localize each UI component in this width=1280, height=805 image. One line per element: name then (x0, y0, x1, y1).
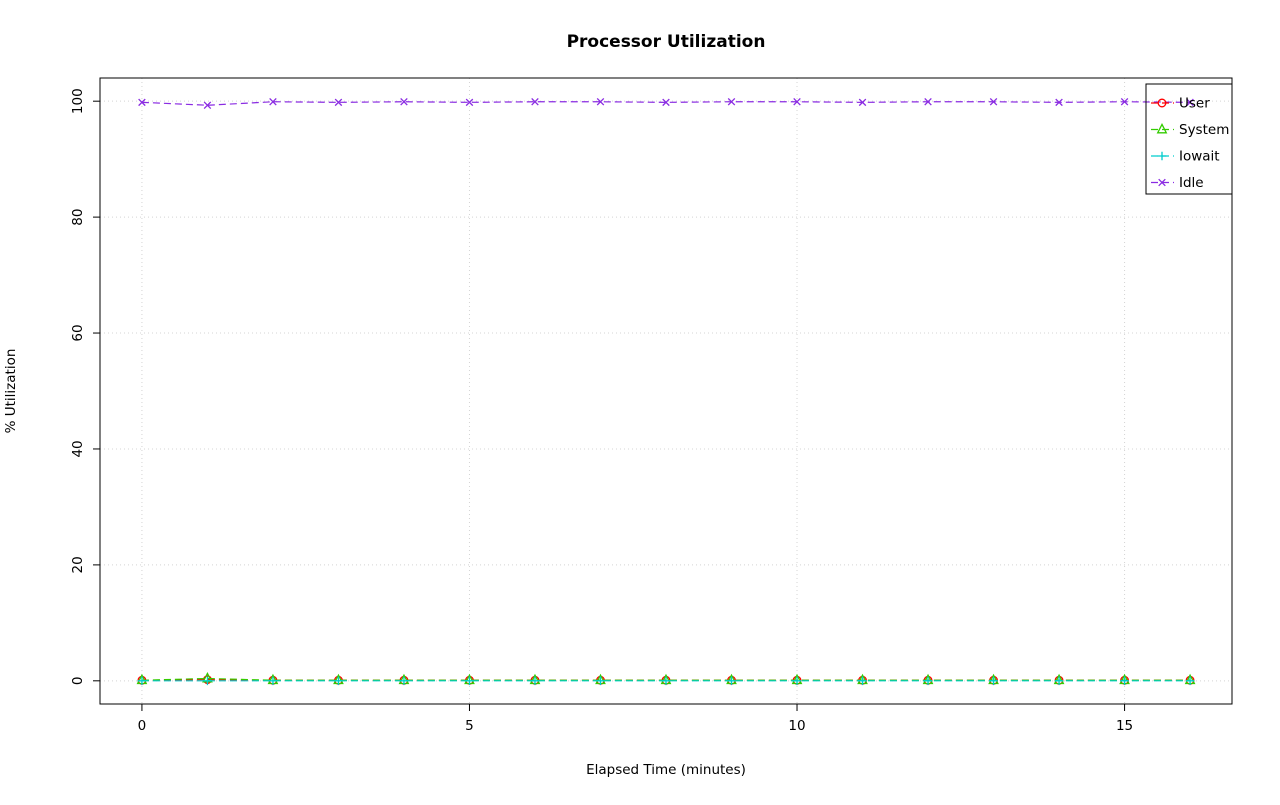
data-point-x (138, 98, 146, 107)
data-point-plus (1054, 676, 1064, 686)
data-point-plus (1120, 676, 1129, 686)
data-point-x (793, 98, 801, 106)
data-point-x (858, 98, 867, 107)
x-tick-label: 5 (465, 718, 474, 734)
y-tick-label: 40 (70, 440, 86, 457)
data-point-x (334, 98, 343, 107)
legend-label: System (1179, 122, 1229, 138)
data-point-triangle (1156, 122, 1168, 134)
y-tick-label: 0 (70, 677, 86, 686)
x-axis: 0 5 10 15 (138, 704, 1133, 734)
data-point-plus (334, 676, 343, 686)
data-point-plus (399, 676, 409, 686)
data-point-plus (923, 676, 933, 686)
x-tick-label: 15 (1116, 718, 1133, 734)
data-point-circle (1157, 98, 1167, 108)
plot-box (99, 77, 1233, 705)
data-point-x (203, 101, 212, 110)
data-point-x (1120, 98, 1129, 106)
legend-box (1145, 83, 1233, 195)
data-point-x (269, 98, 277, 106)
legend-label: User (1179, 96, 1210, 112)
series-idle (138, 98, 1194, 110)
chart-title: Processor Utilization (567, 32, 766, 52)
data-point-plus (989, 676, 998, 686)
data-point-x (1055, 98, 1063, 107)
x-tick-label: 10 (788, 718, 805, 734)
data-point-x (596, 98, 605, 106)
data-point-plus (1185, 676, 1195, 686)
data-point-plus (596, 676, 605, 686)
y-tick-label: 100 (70, 88, 86, 114)
data-point-plus (530, 676, 540, 686)
y-tick-label: 20 (70, 556, 86, 573)
legend: User System Iowait Idle (1145, 83, 1233, 195)
x-tick-label: 0 (138, 718, 147, 734)
y-tick-label: 60 (70, 324, 86, 341)
data-point-x (1158, 178, 1166, 187)
data-point-plus (661, 676, 671, 686)
y-tick-label: 80 (70, 209, 86, 226)
data-point-x (1186, 98, 1194, 107)
y-axis: 0 20 40 60 80 100 (70, 88, 100, 685)
legend-entry-iowait: Iowait (1151, 149, 1220, 165)
series-line (141, 101, 1191, 106)
legend-entry-user: User (1151, 96, 1210, 112)
data-point-x (531, 98, 539, 106)
data-point-plus (792, 676, 802, 686)
data-point-plus (465, 676, 474, 686)
legend-entry-system: System (1151, 122, 1229, 138)
gridlines (100, 78, 1232, 704)
data-point-x (924, 98, 932, 106)
data-point-x (465, 98, 474, 107)
plot-area: 0 5 10 15 0 20 40 60 80 100 User System Iowait Idle (70, 77, 1233, 734)
data-point-x (727, 98, 736, 106)
data-point-x (662, 98, 670, 107)
x-axis-label: Elapsed Time (minutes) (586, 762, 746, 778)
data-point-plus (727, 676, 736, 686)
legend-entry-idle: Idle (1151, 175, 1204, 191)
y-axis-label: % Utilization (3, 349, 19, 434)
data-point-plus (1157, 151, 1167, 161)
data-point-x (400, 98, 408, 106)
data-point-plus (137, 676, 147, 686)
series-iowait (137, 676, 1195, 686)
data-point-plus (858, 676, 867, 686)
legend-label: Iowait (1179, 149, 1220, 165)
legend-label: Idle (1179, 175, 1204, 191)
data-point-x (989, 98, 998, 106)
data-point-plus (203, 676, 212, 686)
data-point-plus (268, 676, 278, 686)
